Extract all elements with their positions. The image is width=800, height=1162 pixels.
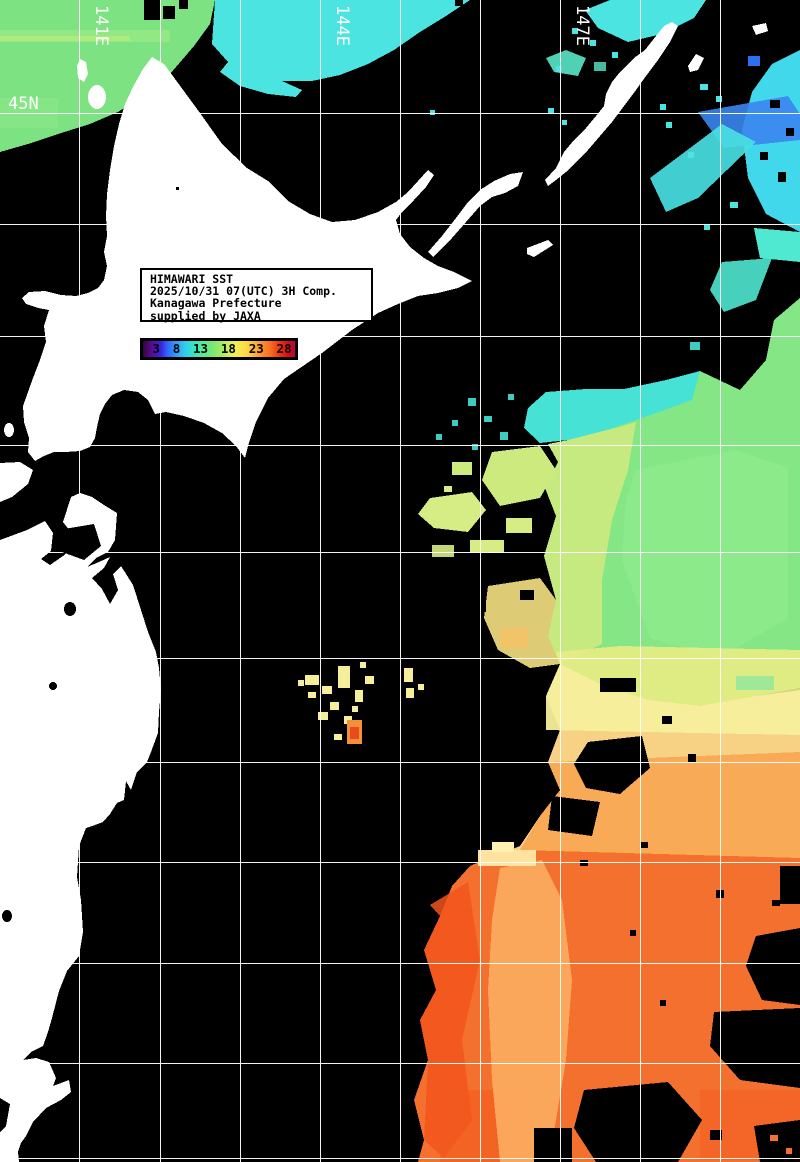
land-shikotan [527, 240, 553, 257]
land-kunashiri [428, 172, 523, 257]
title-box: HIMAWARI SST 2025/10/31 07(UTC) 3H Comp.… [140, 268, 373, 322]
title-line-prefecture: Kanagawa Prefecture [150, 296, 282, 311]
land-honshu [0, 493, 161, 1162]
lon-label-147e: 147E [572, 5, 592, 46]
lon-label-144e: 144E [332, 5, 352, 46]
isolated-warm-spots [298, 662, 424, 740]
lat-label-45n: 45N [8, 94, 39, 114]
title-line-product: HIMAWARI SST [150, 272, 234, 286]
lon-label-141e: 141E [91, 5, 111, 46]
land-hokkaido [22, 57, 472, 461]
colorbar-ticks: 3 8 13 18 23 28 [143, 341, 295, 357]
colorbar-tick: 13 [193, 341, 209, 356]
colorbar-tick: 28 [276, 341, 292, 356]
colorbar-tick: 3 [152, 341, 160, 356]
grid-labels: 45N 141E 144E 147E [8, 5, 592, 114]
land-iturup [545, 22, 678, 186]
colorbar-tick: 23 [248, 341, 264, 356]
title-line-datetime: 2025/10/31 07(UTC) 3H Comp. [150, 284, 337, 299]
colorbar: 3 8 13 18 23 28 [140, 338, 298, 360]
colorbar-tick: 18 [220, 341, 236, 356]
colorbar-gradient [143, 341, 295, 357]
title-line-credit: supplied by JAXA [150, 308, 261, 323]
colorbar-tick: 8 [172, 341, 181, 356]
lakes-and-bays [0, 187, 179, 1132]
land-masses [0, 22, 768, 1162]
